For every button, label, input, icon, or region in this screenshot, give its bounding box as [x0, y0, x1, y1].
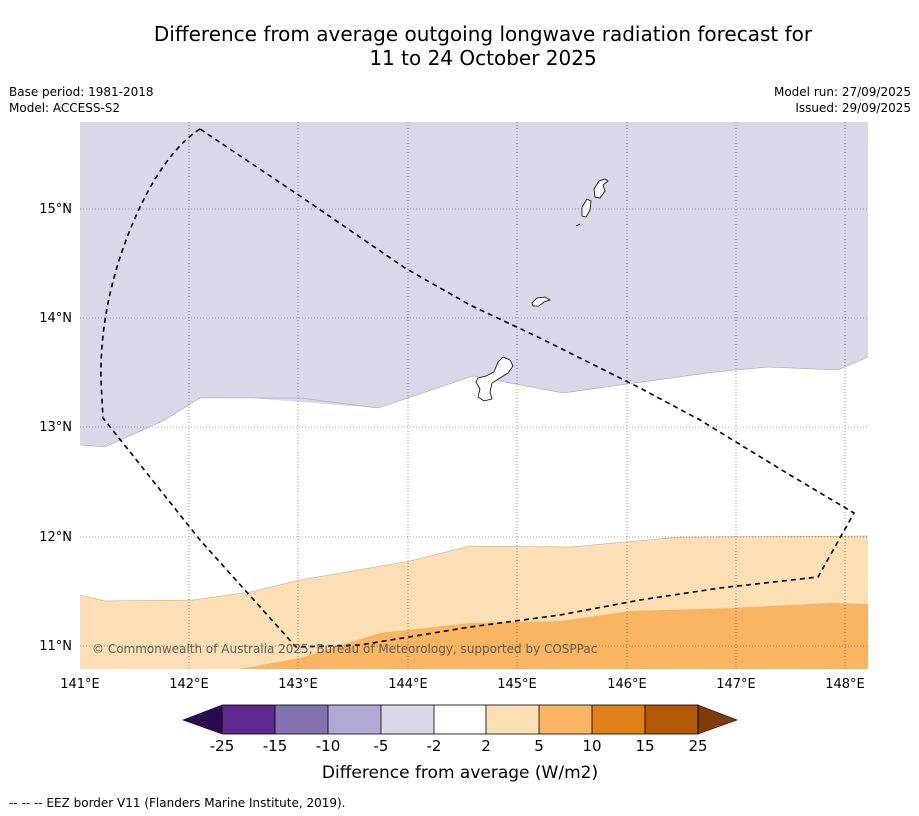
colorbar-bin-5-10	[539, 705, 592, 734]
lon-label-144: 144°E	[388, 677, 428, 692]
lat-label-12: 12°N	[39, 530, 72, 545]
colorbar-extend-low	[182, 704, 223, 735]
colorbar-tick-25: 25	[688, 737, 707, 755]
title-line-2: 11 to 24 October 2025	[369, 46, 597, 70]
lat-tick-labels: 15°N 14°N 13°N 12°N 11°N	[39, 202, 72, 654]
colorbar-outline	[221, 704, 699, 735]
anomaly-field	[80, 122, 868, 669]
lat-label-15: 15°N	[39, 202, 72, 217]
rota-island	[531, 296, 551, 307]
colorbar-bin-10-15	[592, 705, 645, 734]
meta-right: Model run: 27/09/2025 Issued: 29/09/2025	[774, 84, 911, 116]
lon-label-146: 146°E	[607, 677, 647, 692]
lon-label-148: 148°E	[825, 677, 865, 692]
tinian-island	[581, 198, 592, 218]
colorbar-tick-minus15: -15	[263, 737, 288, 755]
colorbar-bin-minus15-minus10	[275, 705, 328, 734]
colorbar-bin-minus25-minus15	[222, 705, 275, 734]
eez-legend-note: -- -- -- EEZ border V11 (Flanders Marine…	[9, 796, 346, 810]
guam-island	[475, 356, 514, 402]
lon-label-145: 145°E	[497, 677, 537, 692]
base-period: Base period: 1981-2018	[9, 85, 154, 99]
lon-tick-labels: 141°E 142°E 143°E 144°E 145°E 146°E 147°…	[60, 677, 865, 692]
aguijan-island	[575, 223, 581, 227]
copyright-notice: © Commonwealth of Australia 2025, Bureau…	[92, 642, 597, 656]
colorbar-tick-minus25: -25	[210, 737, 235, 755]
colorbar-bin-2-5	[486, 705, 539, 734]
colorbar-bin-minus5-minus2	[381, 705, 434, 734]
colorbar-label: Difference from average (W/m2)	[322, 763, 598, 783]
contour-minus-2	[80, 356, 868, 448]
colorbar-tick-10: 10	[582, 737, 601, 755]
meta-left: Base period: 1981-2018 Model: ACCESS-S2	[9, 84, 154, 116]
contour-plus-2	[80, 535, 868, 602]
colorbar-extend-high	[697, 704, 738, 735]
graticule	[80, 122, 868, 669]
colorbar-tick-2: 2	[481, 737, 491, 755]
colorbar-bin-minus10-minus5	[328, 705, 381, 734]
colorbar-tick-minus10: -10	[316, 737, 341, 755]
lon-label-142: 142°E	[169, 677, 209, 692]
lon-label-143: 143°E	[278, 677, 318, 692]
islands	[475, 178, 609, 402]
lon-label-141: 141°E	[60, 677, 100, 692]
colorbar-tick-5: 5	[534, 737, 544, 755]
colorbar-dividers	[274, 705, 646, 734]
map-title: Difference from average outgoing longwav…	[0, 22, 919, 70]
colorbar-tick-minus5: -5	[374, 737, 389, 755]
lat-label-13: 13°N	[39, 420, 72, 435]
colorbar-tick-minus2: -2	[427, 737, 442, 755]
issued-date: Issued: 29/09/2025	[795, 101, 911, 115]
band-negative-5-to-2	[80, 122, 868, 447]
colorbar-bin-15-25	[645, 705, 698, 734]
eez-border	[100, 128, 856, 648]
colorbar-tick-15: 15	[635, 737, 654, 755]
title-line-1: Difference from average outgoing longwav…	[153, 22, 813, 46]
colorbar: -25 -15 -10 -5 -2 2 5 10 15 25 Differenc…	[182, 704, 738, 783]
band-positive-5-to-10	[240, 603, 868, 669]
lat-label-11: 11°N	[39, 639, 72, 654]
model-name: Model: ACCESS-S2	[9, 101, 121, 115]
lon-label-147: 147°E	[716, 677, 756, 692]
colorbar-bin-minus2-2	[434, 705, 486, 734]
lat-label-14: 14°N	[39, 311, 72, 326]
model-run: Model run: 27/09/2025	[773, 85, 911, 99]
saipan-island	[593, 178, 609, 199]
